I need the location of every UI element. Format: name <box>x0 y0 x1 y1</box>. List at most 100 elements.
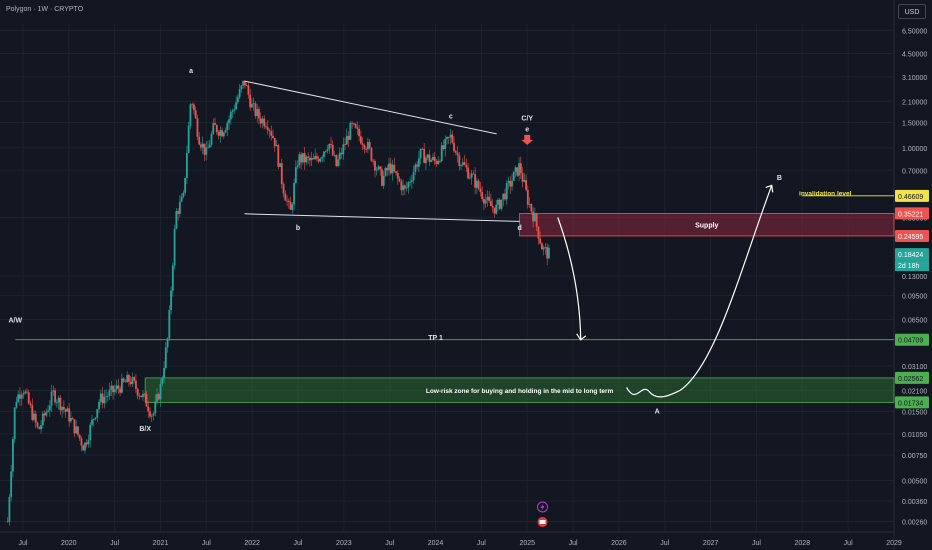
candle-body <box>34 413 37 423</box>
candle-body <box>437 160 440 165</box>
candle-body <box>75 426 78 434</box>
candle-body <box>105 396 107 398</box>
candle-body <box>461 162 464 166</box>
candle-body <box>421 148 424 150</box>
candle-body <box>458 155 461 167</box>
candle-body <box>379 166 382 170</box>
candle-body <box>300 154 303 163</box>
candle-body <box>354 123 357 128</box>
y-tick-label: 0.70000 <box>902 168 927 175</box>
candle-body <box>375 169 378 171</box>
candle-body <box>129 381 132 385</box>
candle-body <box>59 397 62 411</box>
candle-body <box>147 406 150 412</box>
candle-body <box>321 156 324 159</box>
candle-body <box>270 131 273 136</box>
candle-body <box>312 158 315 160</box>
x-tick-label: Jul <box>385 540 394 547</box>
candle-body <box>514 167 517 172</box>
candle-body <box>131 377 134 385</box>
zone-buy <box>144 377 895 403</box>
projection-down-arrow <box>576 333 587 341</box>
candle-body <box>518 163 520 176</box>
candle-body <box>405 187 408 189</box>
candle-body <box>504 193 506 200</box>
candle-body <box>236 97 239 103</box>
candle-body <box>184 178 187 193</box>
candle-body <box>185 153 188 179</box>
candle-body <box>275 145 278 147</box>
candle-body <box>442 145 445 150</box>
candle-body <box>542 247 545 250</box>
candle-body <box>136 388 139 396</box>
candle-body <box>91 419 93 425</box>
x-tick-label: 2027 <box>703 540 719 547</box>
annotation-label: c <box>449 113 453 120</box>
x-tick-label: Jul <box>18 540 27 547</box>
candle-body <box>106 395 109 397</box>
candle-body <box>265 126 267 128</box>
candle-body <box>177 211 180 214</box>
x-tick-label: Jul <box>660 540 669 547</box>
candle-body <box>367 141 369 150</box>
candle-body <box>235 102 238 110</box>
candle-body <box>36 422 39 427</box>
candle-body <box>143 393 146 395</box>
candle-body <box>287 200 290 202</box>
candle-body <box>187 125 190 154</box>
price-level-value: 0.35221 <box>898 211 923 218</box>
candle-body <box>168 310 171 339</box>
candle-body <box>8 497 11 522</box>
candle-body <box>335 155 338 167</box>
candle-body <box>544 247 547 248</box>
projection-up-path <box>626 185 773 398</box>
candle-body <box>352 123 355 125</box>
candle-body <box>115 385 118 390</box>
candle-body <box>316 156 318 159</box>
candle-body <box>240 85 243 90</box>
candle-body <box>226 122 229 131</box>
candle-body <box>249 94 252 108</box>
candle-body <box>191 104 194 106</box>
candle-body <box>210 133 213 145</box>
x-tick-label: 2022 <box>244 540 260 547</box>
y-tick-label: 2.10000 <box>902 99 927 106</box>
candle-body <box>12 438 14 472</box>
price-level-value: 0.04709 <box>898 338 923 345</box>
candle-body <box>488 196 491 202</box>
candle-body <box>245 85 248 87</box>
candle-body <box>535 213 538 227</box>
candle-body <box>541 243 543 250</box>
candle-body <box>432 156 434 160</box>
y-tick-label: 0.00750 <box>902 453 927 460</box>
candle-body <box>159 383 162 400</box>
candle-body <box>426 154 429 158</box>
candle-body <box>490 201 492 207</box>
candle-body <box>29 403 32 406</box>
annotation-label: b <box>296 225 300 232</box>
candle-body <box>435 160 438 165</box>
candle-body <box>138 395 141 397</box>
price-level-tag <box>895 189 929 202</box>
x-tick-label: 2021 <box>153 540 169 547</box>
candle-body <box>293 182 296 205</box>
candle-body <box>38 426 41 430</box>
annotation-label: C/Y <box>521 115 533 122</box>
candle-body <box>6 521 9 523</box>
candle-body <box>82 445 85 451</box>
candle-body <box>243 80 246 86</box>
candle-body <box>349 123 352 140</box>
zone-supply <box>519 213 895 237</box>
currency-button[interactable]: USD <box>898 4 926 19</box>
candle-body <box>101 393 104 404</box>
candle-body <box>502 193 505 200</box>
zone-label: Supply <box>695 223 718 230</box>
candle-body <box>495 204 498 214</box>
candle-body <box>149 411 151 417</box>
candle-body <box>207 147 209 149</box>
candle-body <box>314 156 317 160</box>
annotation-label: TP 1 <box>428 335 443 342</box>
candle-body <box>231 110 234 113</box>
candle-body <box>444 139 447 150</box>
